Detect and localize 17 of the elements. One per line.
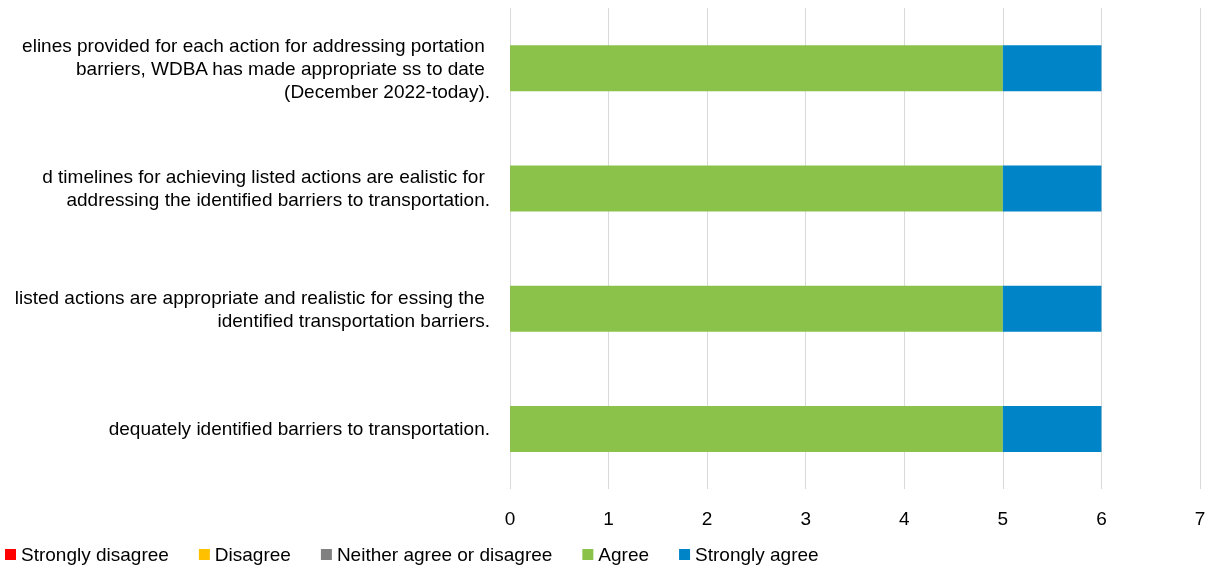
y-tick-label: elines provided for each action for addressing portation barriers, WDBA has made appropriate ss to date (December 2022-today).	[22, 34, 490, 102]
x-tick-label: 5	[997, 508, 1009, 529]
legend-label: Strongly disagree	[21, 544, 169, 565]
legend-label: Neither agree or disagree	[336, 544, 553, 565]
x-tick-label: 0	[504, 508, 516, 529]
x-tick-label: 3	[800, 508, 811, 529]
legend-label: Strongly agree	[695, 544, 819, 565]
x-tick-label: 1	[603, 508, 614, 529]
legend-label: Disagree	[214, 544, 291, 565]
x-tick-label: 6	[1096, 508, 1107, 529]
x-tick-label: 7	[1194, 508, 1206, 529]
y-tick-label: d timelines for achieving listed actions are ealistic for addressing the identified barriers to transportation.	[42, 166, 490, 211]
y-tick-label: listed actions are appropriate and realistic for essing the identified transportation barriers.	[14, 286, 490, 331]
x-tick-label: 2	[701, 508, 713, 529]
legend-label: Agree	[598, 544, 650, 565]
x-tick-label: 4	[899, 508, 910, 529]
y-tick-label: dequately identified barriers to transportation.	[108, 418, 490, 440]
